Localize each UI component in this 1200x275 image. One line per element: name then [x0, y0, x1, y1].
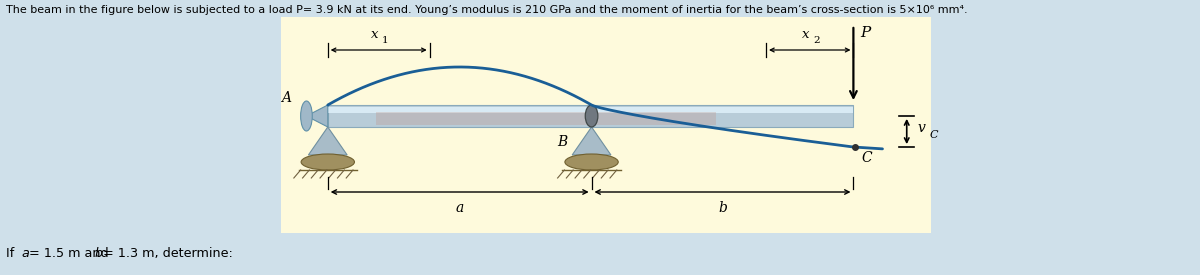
Text: b: b: [94, 247, 102, 260]
Text: The beam in the figure below is subjected to a load P= 3.9 kN at its end. Young’: The beam in the figure below is subjecte…: [6, 5, 967, 15]
Text: A: A: [281, 91, 290, 105]
Text: 1: 1: [382, 36, 389, 45]
Text: a: a: [456, 201, 463, 215]
FancyBboxPatch shape: [328, 106, 853, 113]
FancyBboxPatch shape: [377, 112, 715, 125]
Text: b: b: [718, 201, 727, 215]
Text: x: x: [371, 28, 378, 41]
Text: C: C: [930, 130, 938, 139]
Polygon shape: [572, 127, 611, 155]
Text: P: P: [860, 26, 870, 40]
Polygon shape: [308, 127, 347, 155]
Text: C: C: [862, 151, 871, 165]
Ellipse shape: [565, 154, 618, 170]
FancyBboxPatch shape: [281, 17, 931, 233]
Text: B: B: [557, 135, 568, 149]
Text: a: a: [22, 247, 29, 260]
Text: = 1.5 m and: = 1.5 m and: [29, 247, 113, 260]
Text: 2: 2: [814, 36, 820, 45]
Ellipse shape: [301, 101, 312, 131]
Ellipse shape: [586, 105, 598, 127]
Polygon shape: [306, 105, 328, 127]
Ellipse shape: [301, 154, 354, 170]
Text: x: x: [802, 28, 810, 41]
Text: If: If: [6, 247, 18, 260]
Text: = 1.3 m, determine:: = 1.3 m, determine:: [103, 247, 233, 260]
FancyBboxPatch shape: [328, 105, 853, 127]
Text: v: v: [918, 120, 925, 134]
